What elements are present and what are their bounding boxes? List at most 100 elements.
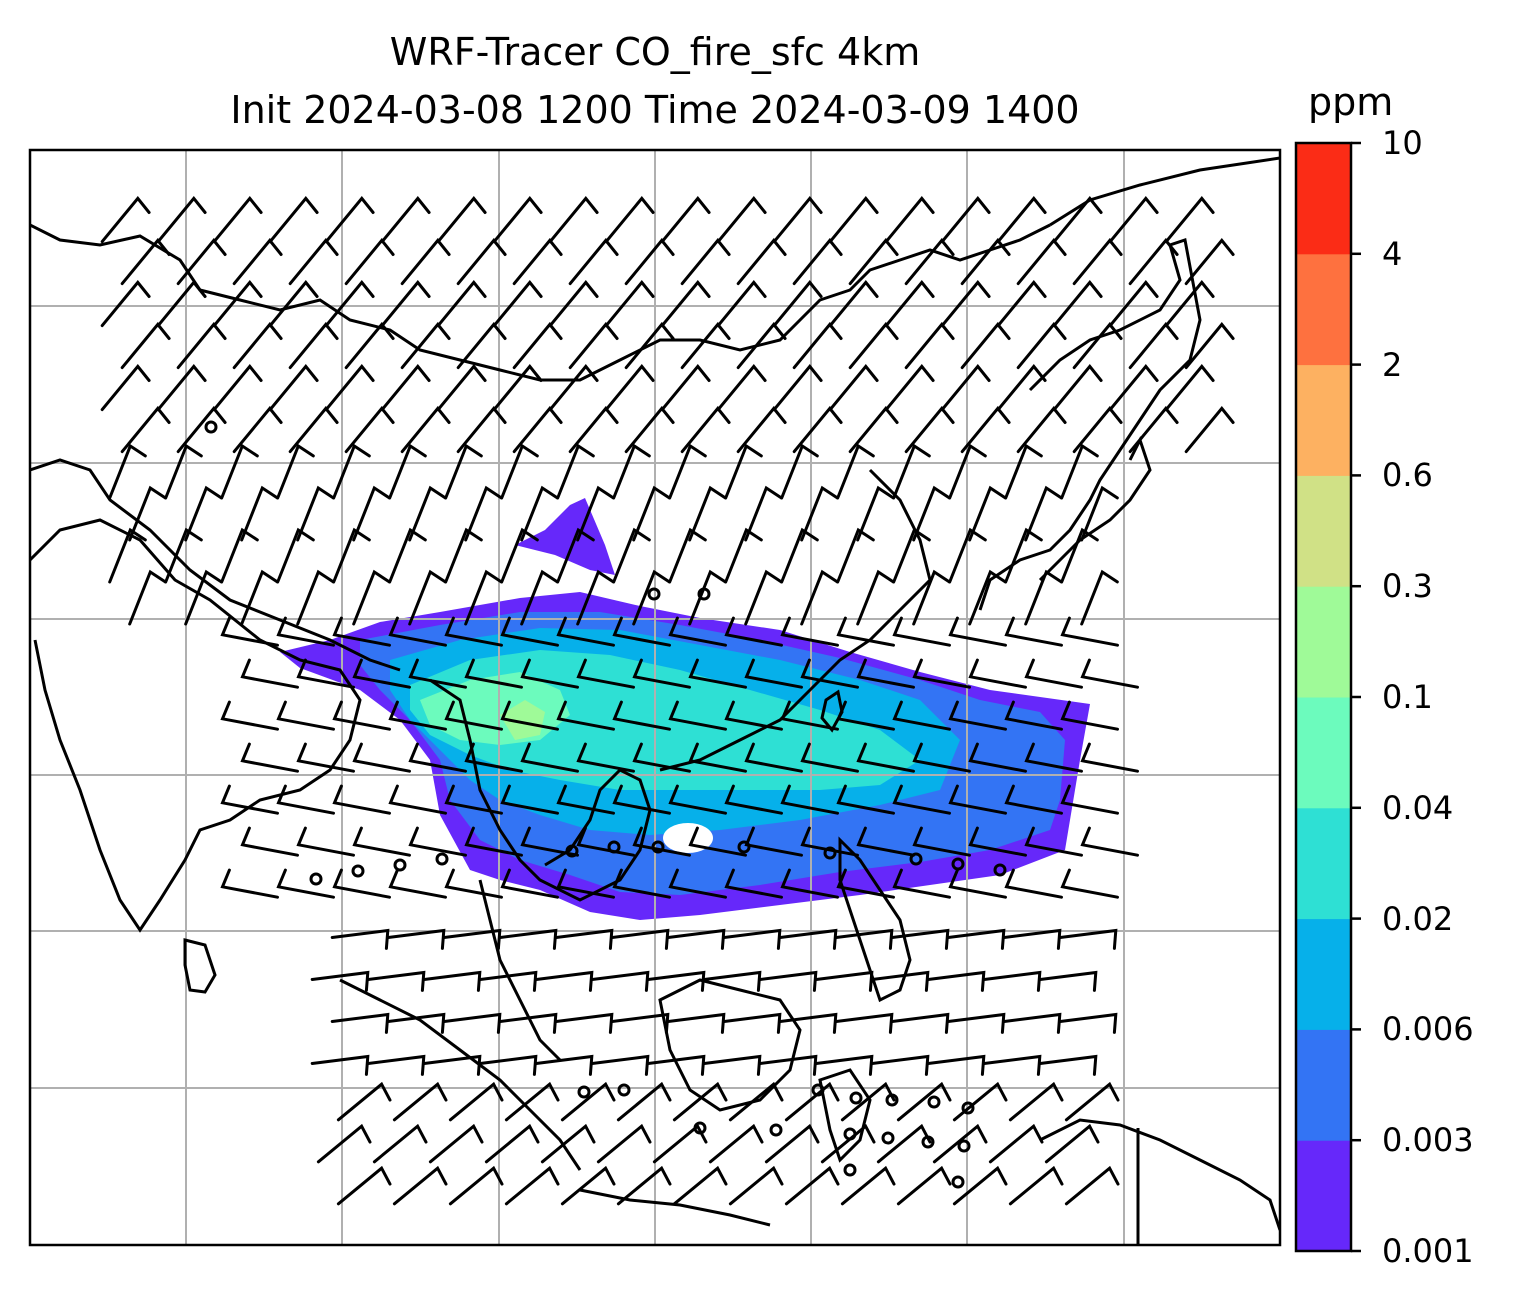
borneo — [658, 978, 802, 1112]
wind-barb — [388, 868, 447, 899]
wind-barb — [702, 1054, 762, 1076]
wind-barb — [848, 238, 899, 286]
wind-barb — [500, 784, 559, 815]
wind-barb — [814, 1054, 874, 1076]
calm-marker — [961, 1101, 975, 1115]
wind-barb — [680, 322, 731, 370]
wind-barb — [324, 280, 375, 328]
wind-barb — [120, 322, 171, 370]
wind-barb — [724, 527, 763, 584]
wind-barb — [1060, 784, 1119, 815]
wind-barb — [1004, 527, 1043, 584]
wind-barb — [772, 364, 823, 412]
wind-barb — [946, 1012, 1006, 1034]
wind-barb — [1080, 658, 1139, 689]
wind-barb — [1164, 196, 1215, 244]
wind-barb — [836, 700, 895, 731]
wind-barb — [800, 742, 859, 773]
wind-barb — [968, 742, 1027, 773]
wind-barb — [100, 280, 151, 328]
wind-barb — [616, 1081, 672, 1122]
wind-barb — [296, 742, 355, 773]
wind-barb — [548, 196, 599, 244]
wind-barb — [892, 868, 951, 899]
wind-barb — [892, 527, 931, 584]
wind-barb — [380, 364, 431, 412]
wind-barb — [184, 485, 223, 542]
wind-barb — [534, 1054, 594, 1076]
wind-barb — [388, 784, 447, 815]
calm-marker — [843, 1127, 857, 1141]
wind-barb — [708, 1123, 764, 1164]
wind-barb — [856, 485, 895, 542]
wind-barb — [316, 1123, 372, 1164]
wind-barb — [1080, 569, 1119, 626]
colorbar-tick-label: 0.1 — [1382, 678, 1433, 716]
wind-barb — [744, 826, 803, 857]
wind-barb — [108, 443, 147, 500]
wind-barb — [1060, 868, 1119, 899]
wind-barb — [232, 238, 283, 286]
calm-marker — [951, 857, 965, 871]
coastlines — [30, 156, 1280, 1245]
wind-barb — [780, 443, 819, 500]
wind-barb — [1064, 1165, 1120, 1206]
wind-barb — [332, 868, 391, 899]
wind-barb — [960, 238, 1011, 286]
calm-marker — [885, 1093, 899, 1107]
wind-barb — [758, 1054, 818, 1076]
wind-barb — [1060, 700, 1119, 731]
wind-barb — [444, 443, 483, 500]
wind-barb — [820, 1123, 876, 1164]
wind-barb — [520, 569, 559, 626]
wind-barb — [498, 928, 558, 950]
wind-barb — [996, 280, 1047, 328]
wind-barb — [912, 826, 971, 857]
wind-barb — [912, 569, 951, 626]
wind-barb — [276, 784, 335, 815]
colorbar-tick-label: 4 — [1382, 234, 1403, 273]
wind-barb — [772, 196, 823, 244]
wind-barb — [456, 406, 507, 454]
wind-barb — [828, 280, 879, 328]
wind-barb — [212, 196, 263, 244]
calm-marker — [309, 872, 323, 886]
wind-barb — [296, 658, 355, 689]
wind-barb — [386, 1012, 446, 1034]
wind-barb — [840, 1165, 896, 1206]
wind-barb — [156, 196, 207, 244]
wind-barb — [1080, 485, 1119, 542]
wind-barb — [1058, 1012, 1118, 1034]
wind-barb — [660, 280, 711, 328]
wind-barb — [332, 700, 391, 731]
wind-barb — [576, 658, 635, 689]
wind-barb — [960, 406, 1011, 454]
wind-barb — [568, 406, 619, 454]
wind-barb — [780, 868, 839, 899]
wind-barb — [722, 928, 782, 950]
wind-barb — [310, 970, 370, 992]
wind-barb — [884, 196, 935, 244]
wind-barb — [100, 364, 151, 412]
wind-barb — [1072, 406, 1123, 454]
wind-barb — [408, 485, 447, 542]
colorbar-segment — [1296, 807, 1351, 920]
taiwan — [820, 689, 844, 733]
colorbar-tick-label: 0.02 — [1382, 899, 1454, 938]
wind-barb — [596, 1123, 652, 1164]
wind-barb — [1024, 658, 1083, 689]
wind-barb — [240, 485, 279, 542]
wind-barb — [744, 485, 783, 542]
wind-barb — [680, 406, 731, 454]
wind-barb — [946, 928, 1006, 950]
wind-barb — [668, 527, 707, 584]
wind-barb — [836, 443, 875, 500]
wind-barb — [576, 742, 635, 773]
wind-barb — [1016, 406, 1067, 454]
sulawesi — [818, 1068, 872, 1163]
wind-barb — [724, 700, 783, 731]
wind-barb — [422, 970, 482, 992]
wind-barb — [926, 1054, 986, 1076]
wind-barb — [1108, 280, 1159, 328]
wind-barb — [344, 322, 395, 370]
